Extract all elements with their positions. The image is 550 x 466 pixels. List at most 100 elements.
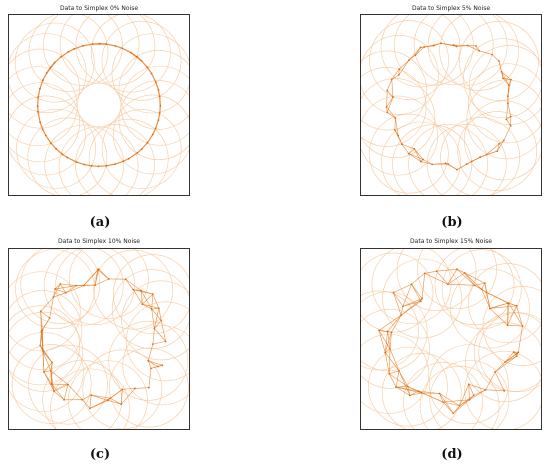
simplex-edge <box>42 72 48 81</box>
data-point <box>45 72 48 74</box>
data-point <box>431 163 433 166</box>
cover-circle <box>93 249 174 330</box>
data-point <box>479 156 482 158</box>
data-point <box>475 45 477 47</box>
simplex-edge <box>160 320 166 342</box>
simplex-edge <box>43 371 55 392</box>
simplex-edge <box>91 394 108 401</box>
simplex-edge <box>50 362 53 371</box>
data-point <box>50 142 52 145</box>
simplex-edge <box>89 395 92 409</box>
cover-circle <box>118 80 189 160</box>
cover-circle <box>27 117 108 195</box>
simplex-edge <box>464 272 485 284</box>
simplex-edge <box>481 282 486 290</box>
simplex-edge <box>501 71 512 80</box>
cover-circle <box>111 33 189 114</box>
simplex-edge <box>39 122 44 130</box>
cover-circle <box>125 301 189 382</box>
simplex-edge <box>467 45 480 52</box>
simplex-edge <box>394 129 399 136</box>
data-point <box>161 364 164 367</box>
simplex-edge <box>456 45 468 47</box>
data-point <box>49 369 52 372</box>
cover-circle <box>413 15 494 85</box>
simplex-edge <box>456 268 475 286</box>
cover-circle <box>450 268 530 349</box>
cover-circle <box>408 124 488 195</box>
data-point <box>500 70 503 73</box>
data-point <box>90 164 93 167</box>
simplex-edge <box>67 384 83 400</box>
data-point <box>44 134 47 137</box>
cover-circle <box>9 290 83 370</box>
data-point <box>61 153 64 156</box>
cover-circle <box>9 332 84 412</box>
cover-circle <box>120 65 189 146</box>
panel-b-label: (b) <box>441 215 463 230</box>
data-point <box>444 162 447 165</box>
simplex-edge <box>479 50 493 55</box>
cover-circle <box>457 111 538 191</box>
cover-circle <box>426 124 507 195</box>
simplex-edge <box>398 370 409 387</box>
panel-a-title: Data to Simplex 0% Noise <box>59 5 139 12</box>
simplex-edge <box>378 330 388 332</box>
data-point <box>154 81 157 83</box>
cover-circle <box>463 38 541 119</box>
data-point <box>42 350 45 353</box>
data-point <box>484 388 487 391</box>
data-point <box>393 129 396 131</box>
simplex-edge <box>49 297 54 319</box>
data-point <box>120 403 123 406</box>
simplex-edge <box>409 392 422 396</box>
data-point <box>423 272 426 275</box>
data-point <box>153 327 156 330</box>
simplex-edge <box>400 300 422 316</box>
cover-circle <box>392 124 472 195</box>
data-point <box>483 282 486 285</box>
cover-circle <box>108 347 189 428</box>
cover-circle <box>380 15 461 88</box>
simplex-edge <box>150 366 159 369</box>
simplex-edge <box>399 59 410 70</box>
simplex-edge <box>142 303 152 310</box>
simplex-edge <box>468 384 486 391</box>
data-point <box>509 115 512 118</box>
data-point <box>397 73 400 76</box>
data-point <box>507 302 510 304</box>
simplex-edge <box>45 135 52 144</box>
cover-circle <box>112 94 189 175</box>
simplex-edge <box>142 303 159 309</box>
simplex-edge <box>40 296 54 312</box>
simplex-edge <box>407 386 422 394</box>
data-point <box>124 278 127 281</box>
data-point <box>39 310 42 313</box>
data-point <box>150 308 153 311</box>
simplex-edge <box>148 360 163 366</box>
data-point <box>515 304 518 307</box>
data-point <box>390 331 393 334</box>
data-point <box>141 303 144 306</box>
data-point <box>39 87 41 90</box>
data-point <box>132 288 135 291</box>
cover-circle <box>439 15 520 91</box>
cover-circle <box>361 333 430 414</box>
simplex-edge <box>43 370 51 373</box>
simplex-edge <box>68 48 75 53</box>
simplex-edge <box>395 386 411 396</box>
data-point <box>510 78 512 81</box>
simplex-edge <box>154 328 166 342</box>
cover-circle <box>118 50 189 130</box>
data-point <box>164 340 167 343</box>
simplex-edge <box>408 153 424 160</box>
simplex-edge <box>391 74 400 80</box>
cover-circle <box>28 15 109 92</box>
simplex-edge <box>389 373 397 388</box>
cover-circle <box>9 305 80 386</box>
simplex-edges <box>39 268 166 409</box>
simplex-edge <box>447 283 475 286</box>
cover-circle <box>59 15 140 84</box>
data-point <box>466 44 469 47</box>
data-point <box>136 151 139 154</box>
